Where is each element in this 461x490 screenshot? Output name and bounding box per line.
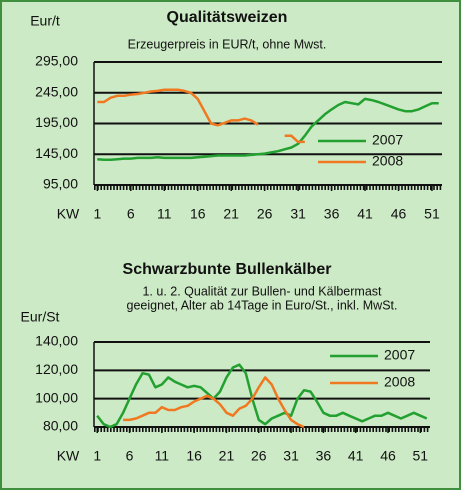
x-tick-label: 41 bbox=[357, 206, 373, 222]
legend-label: 2007 bbox=[384, 347, 415, 363]
data-line bbox=[97, 88, 305, 144]
x-tick-label: 51 bbox=[413, 448, 429, 464]
x-tick-label: 11 bbox=[157, 206, 172, 222]
legend-label: 2008 bbox=[384, 374, 415, 390]
x-tick-label: 36 bbox=[324, 206, 340, 222]
legend-label: 2008 bbox=[372, 153, 403, 169]
x-tick-label: 6 bbox=[127, 206, 135, 222]
x-tick-label: 21 bbox=[223, 206, 239, 222]
chart-subtitle: Erzeugerpreis in EUR/t, ohne Mwst. bbox=[128, 37, 327, 51]
x-tick-label: 46 bbox=[391, 206, 407, 222]
y-tick-label: 100,00 bbox=[35, 389, 78, 405]
y-tick-label: 95,00 bbox=[43, 176, 78, 192]
y-tick-label: 195,00 bbox=[35, 114, 78, 130]
chart-subtitle: 1. u. 2. Qualität zur Bullen- und Kälber… bbox=[142, 284, 382, 298]
x-axis-label: KW bbox=[57, 206, 80, 222]
y-tick-label: 295,00 bbox=[35, 53, 78, 69]
y-tick-label: 80,00 bbox=[43, 418, 78, 434]
y-axis-label: Eur/t bbox=[30, 13, 60, 29]
x-tick-label: 21 bbox=[219, 448, 235, 464]
data-line bbox=[96, 363, 428, 429]
chart-title: Schwarzbunte Bullenkälber bbox=[123, 261, 332, 278]
y-tick-label: 245,00 bbox=[35, 83, 78, 99]
legend-label: 2007 bbox=[372, 132, 403, 148]
x-tick-label: 1 bbox=[93, 448, 101, 464]
x-tick-label: 16 bbox=[186, 448, 202, 464]
data-line bbox=[97, 97, 439, 162]
y-tick-label: 145,00 bbox=[35, 145, 78, 161]
x-tick-label: 26 bbox=[251, 448, 267, 464]
x-tick-label: 31 bbox=[283, 448, 299, 464]
x-tick-label: 16 bbox=[190, 206, 206, 222]
y-tick-label: 120,00 bbox=[35, 361, 78, 377]
y-tick-label: 140,00 bbox=[35, 333, 78, 349]
x-tick-label: 26 bbox=[257, 206, 273, 222]
x-tick-label: 41 bbox=[348, 448, 364, 464]
y-axis-label: Eur/St bbox=[21, 309, 60, 325]
data-line bbox=[123, 376, 305, 429]
x-tick-label: 31 bbox=[290, 206, 306, 222]
chart-title: Qualitätsweizen bbox=[167, 9, 288, 26]
x-tick-label: 36 bbox=[316, 448, 332, 464]
x-axis-label: KW bbox=[57, 448, 80, 464]
x-tick-label: 51 bbox=[424, 206, 440, 222]
chart-subtitle: geeignet, Alter ab 14Tage in Euro/St., i… bbox=[127, 298, 398, 312]
x-tick-label: 46 bbox=[380, 448, 396, 464]
x-tick-label: 6 bbox=[126, 448, 134, 464]
x-tick-label: 1 bbox=[93, 206, 101, 222]
x-tick-label: 11 bbox=[155, 448, 170, 464]
